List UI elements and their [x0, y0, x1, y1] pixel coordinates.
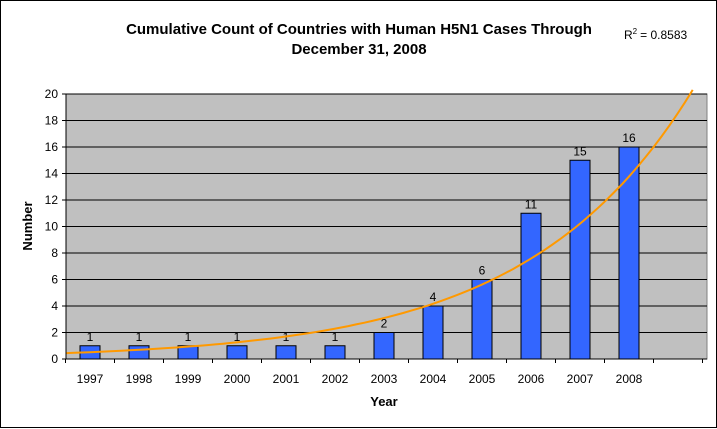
y-tick-label: 18: [45, 114, 59, 128]
bar-2002: [324, 345, 346, 360]
chart-title-line2: December 31, 2008: [291, 41, 426, 58]
y-tick-label: 8: [51, 246, 58, 260]
x-tick-label: 1998: [126, 372, 153, 386]
data-label-1999: 1: [185, 330, 192, 344]
data-label-2008: 16: [622, 131, 636, 145]
y-axis-title: Number: [20, 201, 35, 250]
y-tick-label: 2: [51, 326, 58, 340]
exponential-trendline: [66, 89, 694, 355]
data-label-2000: 1: [234, 330, 241, 344]
x-tick-label: 2008: [616, 372, 643, 386]
x-tick-label: 2005: [469, 372, 496, 386]
x-tick-label: 2003: [371, 372, 398, 386]
bar-2006: [520, 212, 542, 360]
y-tick-label: 4: [51, 299, 58, 313]
y-tick-label: 0: [51, 352, 58, 366]
data-label-2002: 1: [332, 330, 339, 344]
r-squared-value: = 0.8583: [640, 28, 687, 42]
x-tick-label: 2000: [224, 372, 251, 386]
data-label-2004: 4: [430, 290, 437, 304]
chart-title-line1: Cumulative Count of Countries with Human…: [126, 21, 592, 38]
bar-2007: [569, 159, 591, 360]
x-tick-label: 1999: [175, 372, 202, 386]
plot-area: 0246810121416182019971199811999120001200…: [45, 87, 708, 386]
x-tick-label: 2007: [567, 372, 594, 386]
data-label-2006: 11: [525, 197, 538, 211]
y-tick-label: 14: [45, 167, 59, 181]
data-label-1997: 1: [87, 330, 94, 344]
r-squared-label: R2 = 0.8583: [624, 27, 687, 42]
x-tick-label: 1997: [77, 372, 104, 386]
x-tick-label: 2001: [273, 372, 300, 386]
y-tick-label: 20: [45, 87, 59, 101]
bar-2004: [422, 305, 444, 360]
bar-2008: [618, 146, 640, 360]
x-tick-label: 2004: [420, 372, 447, 386]
y-tick-label: 10: [45, 220, 59, 234]
x-tick-label: 2006: [518, 372, 545, 386]
bar-1998: [128, 345, 150, 360]
bar-2003: [373, 332, 395, 360]
y-tick-label: 6: [51, 273, 58, 287]
y-tick-label: 16: [45, 140, 59, 154]
bar-2001: [275, 345, 297, 360]
r-squared-symbol: R: [624, 28, 633, 42]
y-tick-label: 12: [45, 193, 59, 207]
data-label-2003: 2: [381, 317, 388, 331]
x-tick-label: 2002: [322, 372, 349, 386]
bar-2005: [471, 279, 493, 360]
bar-2000: [226, 345, 248, 360]
x-axis-title: Year: [370, 394, 397, 409]
r-squared-superscript: 2: [633, 27, 638, 36]
data-label-1998: 1: [136, 330, 143, 344]
data-label-2005: 6: [479, 264, 486, 278]
data-label-2007: 15: [573, 144, 587, 158]
